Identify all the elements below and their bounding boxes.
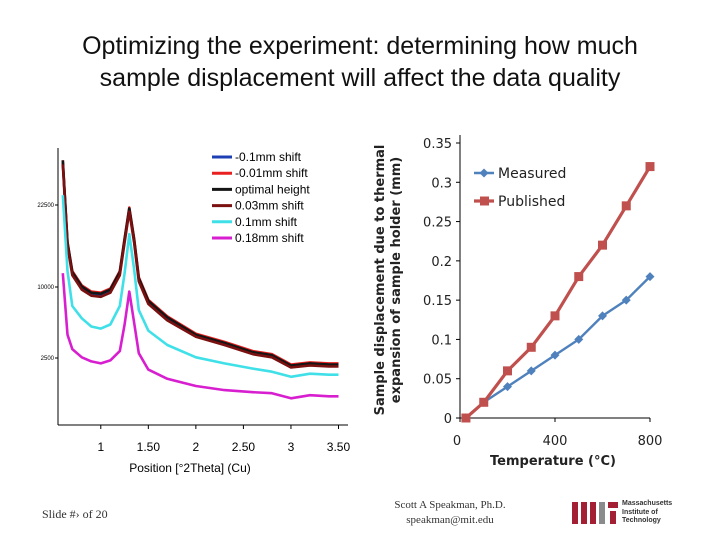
temp-y-axis-label-line: Sample displacement due to thermal: [373, 145, 388, 416]
temp-y-tick-label: 0.2: [431, 255, 452, 270]
temp-y-tick-label: 0.05: [423, 373, 452, 388]
temp-y-tick-label: 0.3: [431, 176, 452, 191]
xrd-y-tick-label: 22500: [37, 203, 54, 209]
temp-point-marker: [598, 240, 607, 250]
author-block: Scott A Speakman, Ph.D. speakman@mit.edu: [360, 498, 540, 528]
slide-title: Optimizing the experiment: determining h…: [20, 30, 700, 94]
mit-logo: Massachusetts Institute of Technology: [572, 500, 692, 526]
temp-x-tick-label: 400: [543, 434, 568, 449]
temp-legend-label: Published: [498, 194, 565, 210]
temp-point-marker: [550, 311, 560, 321]
xrd-x-tick-label: 1.50: [137, 440, 161, 454]
xrd-legend-label: 0.1mm shift: [235, 215, 298, 229]
temp-y-tick-label: 0: [444, 412, 452, 427]
mit-logo-line-3: Technology: [622, 517, 661, 524]
xrd-legend-label: 0.03mm shift: [235, 199, 304, 213]
temp-point-marker: [461, 413, 471, 423]
xrd-series-line: [61, 164, 339, 369]
xrd-y-tick-label: 10000: [37, 285, 54, 291]
slide-number-prefix: Slide: [42, 507, 67, 521]
temp-legend-marker: [479, 168, 489, 178]
author-email: speakman@mit.edu: [406, 514, 494, 526]
slide-number-value: #›: [69, 507, 80, 521]
temp-point-marker: [526, 366, 536, 376]
xrd-legend-label: -0.1mm shift: [235, 150, 302, 164]
temp-y-tick-label: 0.25: [423, 216, 452, 231]
temp-y-axis-label: Sample displacement due to thermal expans…: [373, 145, 404, 416]
temp-legend-label: Measured: [498, 166, 566, 182]
temp-x-tick-label: 0: [453, 434, 461, 449]
xrd-x-tick-label: 2: [193, 440, 200, 454]
temp-point-marker: [479, 397, 489, 407]
xrd-legend-label: optimal height: [235, 182, 310, 196]
temp-point-marker: [574, 272, 584, 282]
temp-point-marker: [526, 342, 536, 352]
slide-title-line-1: Optimizing the experiment: determining h…: [82, 32, 638, 60]
temp-legend-marker: [480, 196, 489, 206]
temp-point-marker: [621, 201, 631, 211]
xrd-series-line: [61, 273, 339, 400]
xrd-legend-label: -0.01mm shift: [235, 166, 308, 180]
temp-point-marker: [503, 366, 512, 376]
mit-logo-line-1: Massachusetts: [622, 500, 673, 507]
temp-y-tick-label: 0.1: [431, 333, 452, 348]
xrd-x-tick-label: 1: [97, 440, 104, 454]
xrd-x-tick-label: 3: [288, 440, 295, 454]
slide-title-line-2: sample displacement will affect the data…: [99, 64, 621, 92]
xrd-y-tick-label: 2500: [41, 356, 55, 362]
slide-number: Slide #› of 20: [42, 507, 108, 522]
temp-x-axis-label: Temperature (°C): [490, 454, 616, 469]
xrd-x-axis-label: Position [°2Theta] (Cu): [129, 461, 251, 475]
temp-series-line: [465, 275, 651, 419]
mit-logo-text: Massachusetts Institute of Technology: [622, 500, 672, 526]
temp-x-tick-label: 800: [638, 434, 663, 449]
mit-logo-line-2: Institute of: [622, 508, 658, 516]
temp-y-axis-label-line: expansion of sample holder (mm): [389, 157, 404, 403]
author-name: Scott A Speakman, Ph.D.: [394, 499, 506, 511]
temp-point-marker: [598, 311, 607, 321]
temp-point-marker: [645, 162, 655, 172]
slide-number-suffix: of 20: [82, 507, 108, 521]
temp-point-marker: [503, 382, 512, 392]
xrd-legend-label: 0.18mm shift: [235, 231, 304, 245]
temp-point-marker: [621, 295, 631, 305]
temp-point-marker: [645, 272, 655, 282]
xrd-x-tick-label: 2.50: [232, 440, 256, 454]
temp-point-marker: [550, 350, 560, 360]
mit-logo-bars-icon: [572, 502, 618, 524]
xrd-series-line: [61, 195, 339, 379]
temp-point-marker: [574, 334, 584, 344]
temp-y-tick-label: 0.35: [423, 137, 452, 152]
temp-y-tick-label: 0.15: [423, 294, 452, 309]
xrd-x-tick-label: 3.50: [327, 440, 351, 454]
